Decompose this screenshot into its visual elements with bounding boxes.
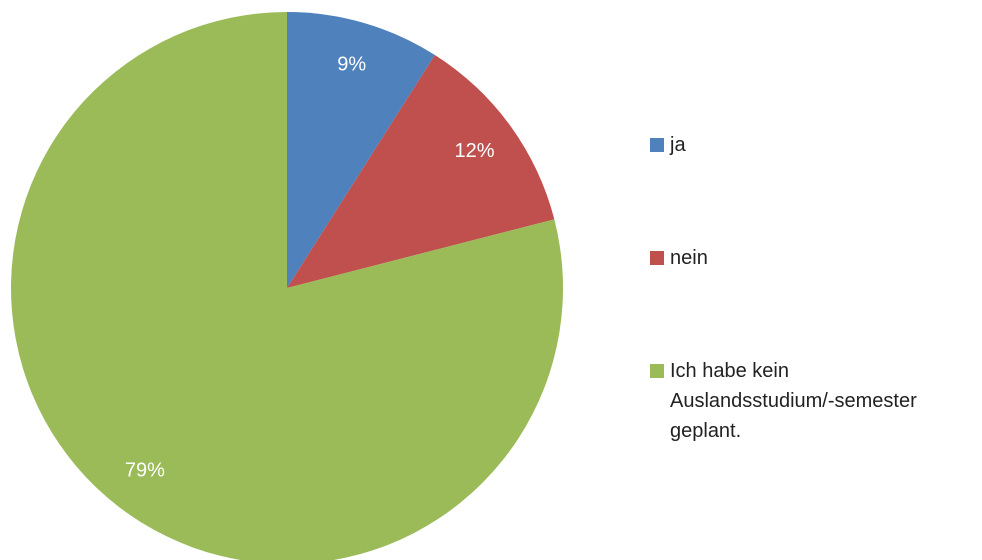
data-label: 12% <box>455 140 495 162</box>
pie-slice <box>11 12 563 560</box>
pie-slice <box>287 12 435 288</box>
legend-swatch <box>650 364 664 378</box>
legend-item: ja <box>650 130 930 160</box>
legend-item: nein <box>650 243 930 273</box>
legend-label: ja <box>670 134 686 156</box>
data-label: 79% <box>125 459 165 481</box>
legend-label: nein <box>670 247 708 269</box>
data-label: 9% <box>337 54 366 76</box>
legend-swatch <box>650 138 664 152</box>
legend-item: Ich habe kein Auslandsstudium/-semester … <box>650 356 930 446</box>
pie-slice <box>287 54 555 289</box>
legend-label: Ich habe kein Auslandsstudium/-semester … <box>670 360 917 442</box>
legend-swatch <box>650 251 664 265</box>
